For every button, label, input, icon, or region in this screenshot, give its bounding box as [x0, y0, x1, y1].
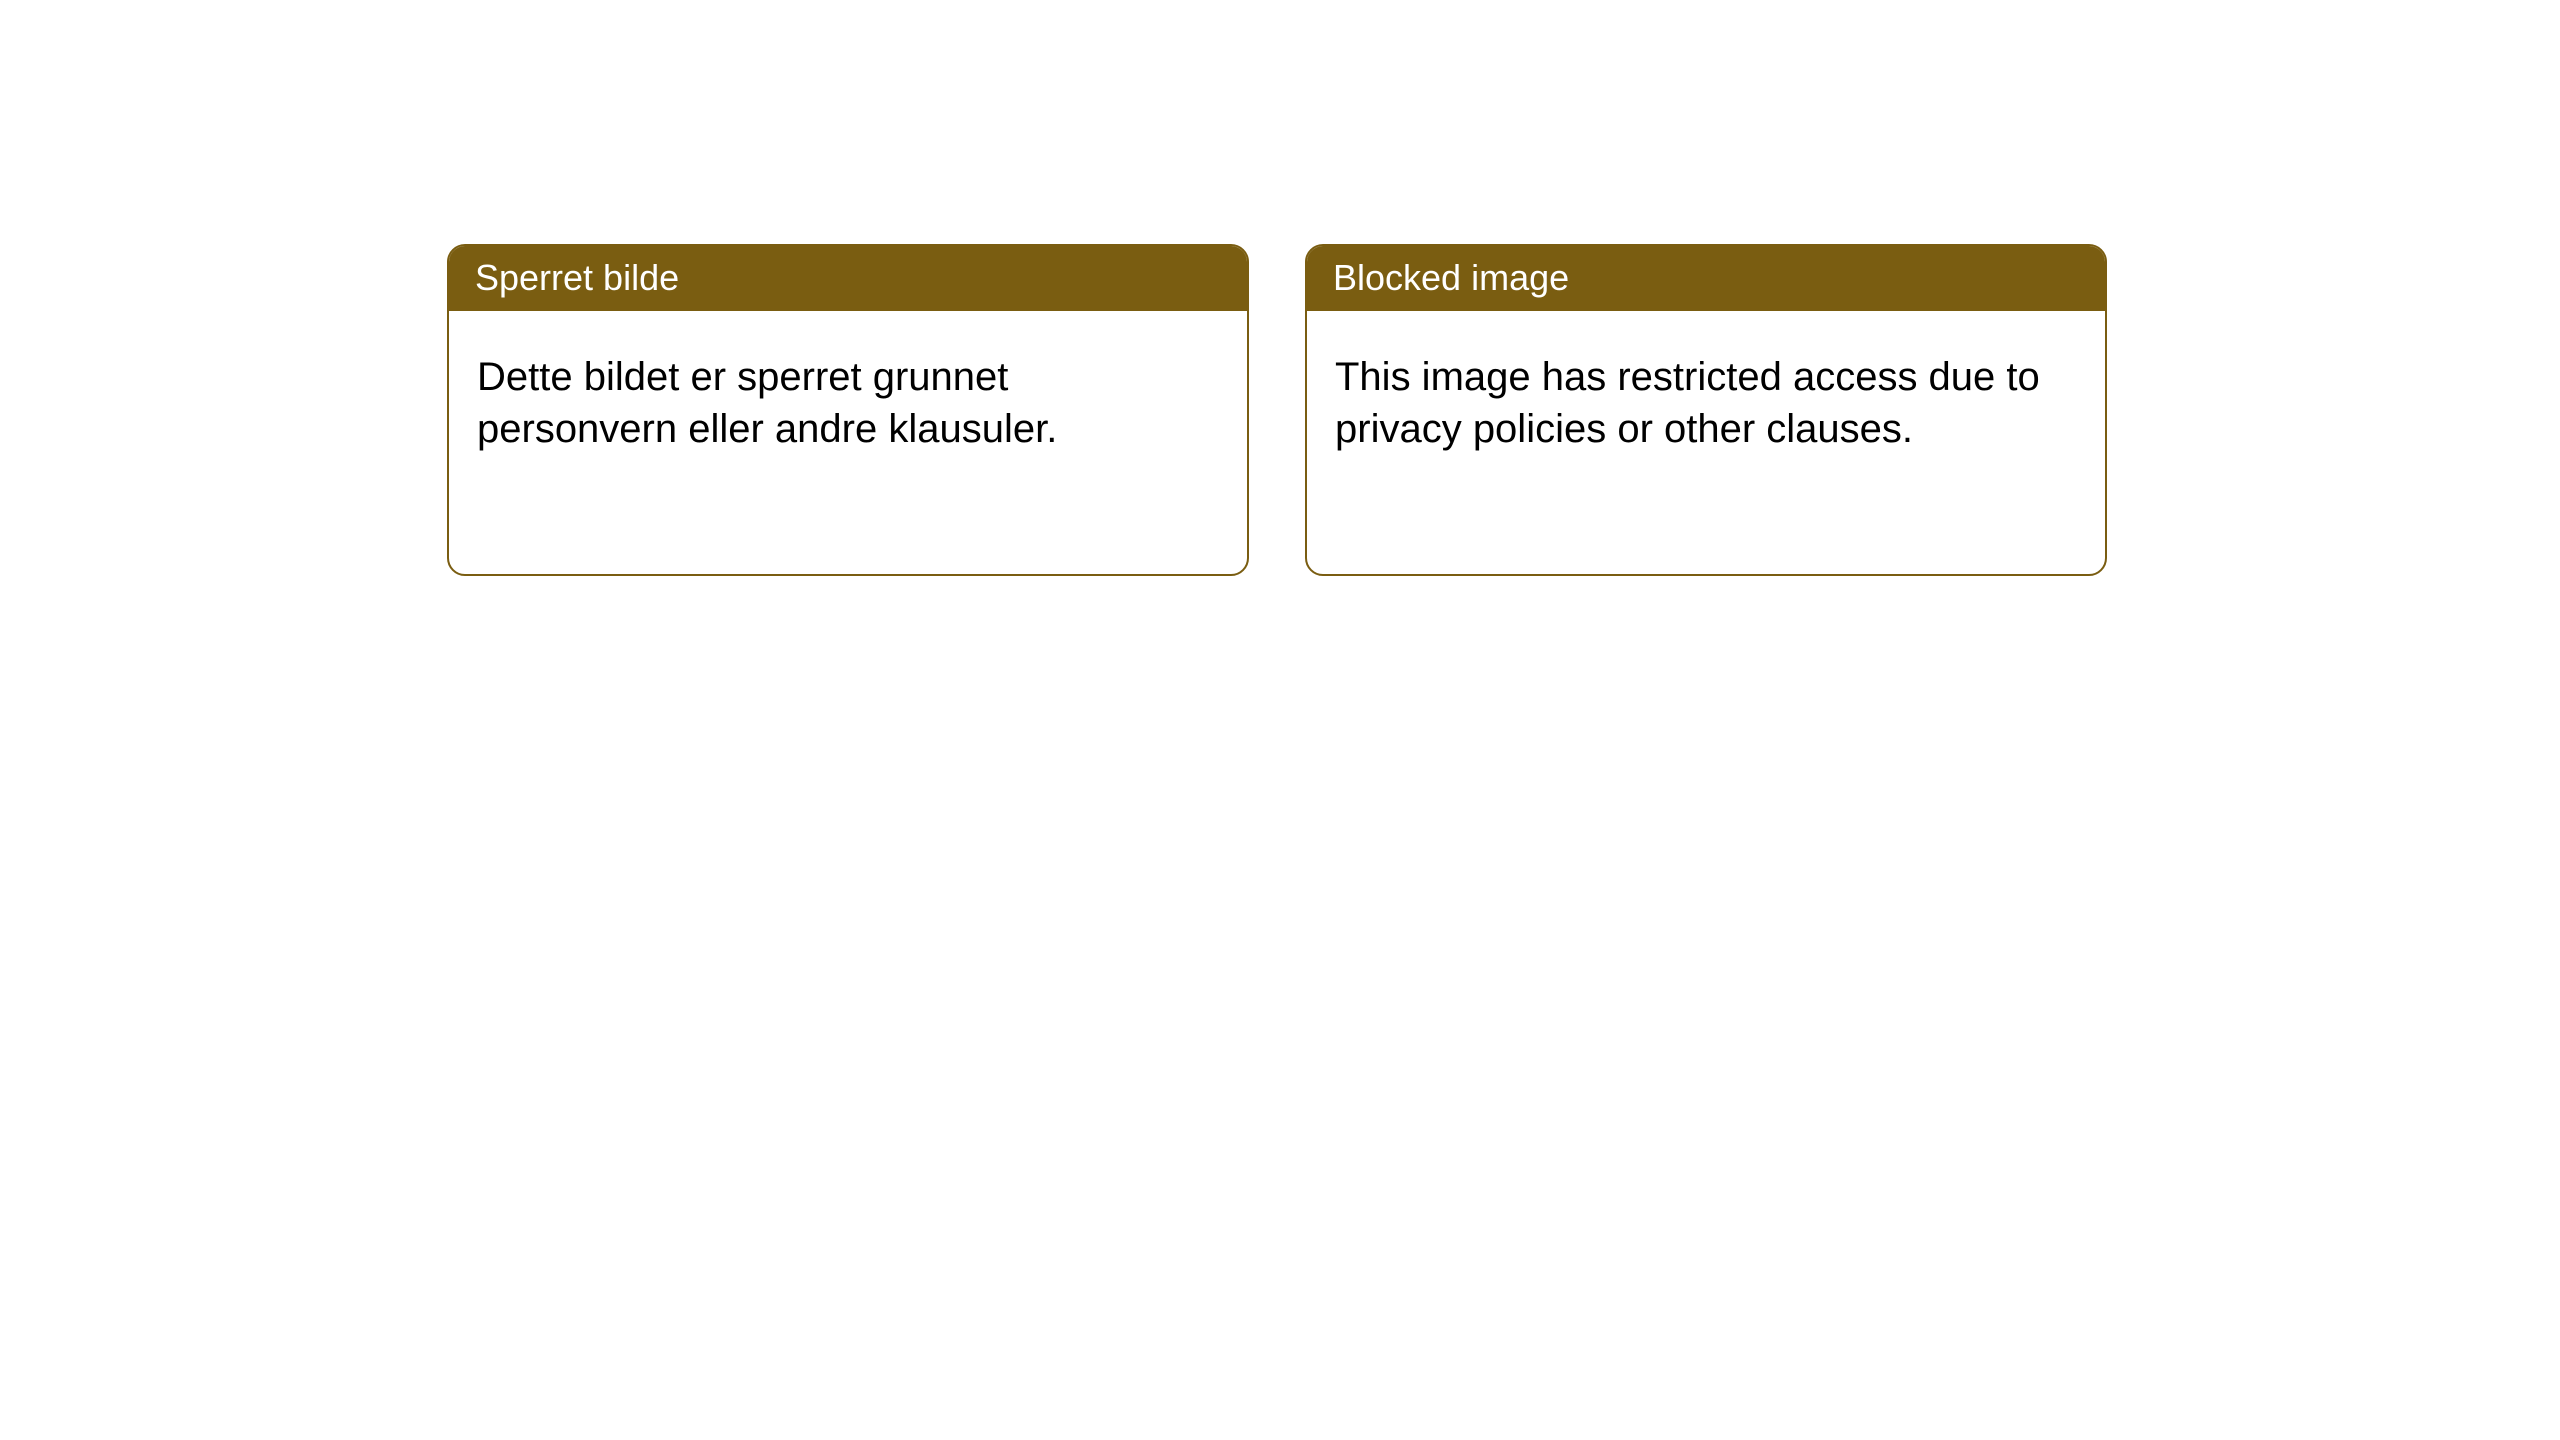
card-title: Blocked image	[1333, 257, 1569, 298]
card-title: Sperret bilde	[475, 257, 679, 298]
card-message: This image has restricted access due to …	[1335, 355, 2040, 451]
notice-cards-container: Sperret bilde Dette bildet er sperret gr…	[0, 0, 2560, 576]
card-body: Dette bildet er sperret grunnet personve…	[449, 311, 1247, 475]
card-header: Sperret bilde	[449, 246, 1247, 311]
blocked-image-card-en: Blocked image This image has restricted …	[1305, 244, 2107, 576]
blocked-image-card-no: Sperret bilde Dette bildet er sperret gr…	[447, 244, 1249, 576]
card-header: Blocked image	[1307, 246, 2105, 311]
card-message: Dette bildet er sperret grunnet personve…	[477, 355, 1057, 451]
card-body: This image has restricted access due to …	[1307, 311, 2105, 475]
